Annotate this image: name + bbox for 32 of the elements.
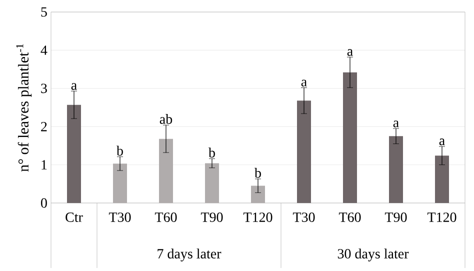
x-tick-label: T60 [338, 212, 361, 222]
annotation: a [393, 120, 399, 128]
x-tick-label: T60 [154, 212, 177, 222]
y-tick-label: 2 [41, 122, 47, 132]
x-tick-label: T30 [292, 212, 315, 222]
bar [434, 156, 449, 203]
annotation: a [71, 83, 77, 90]
y-tick-label: 0 [41, 198, 47, 208]
y-tick-label: 5 [41, 7, 47, 17]
text: 30 days later [338, 248, 409, 262]
annotation: ab [160, 114, 172, 124]
bar [388, 136, 403, 203]
y-tick-label: 1 [42, 160, 47, 170]
x-tick-label: Ctr [66, 212, 83, 222]
bar [342, 72, 357, 203]
x-tick-label: T90 [384, 212, 407, 222]
annotation: a [301, 80, 307, 86]
bar [296, 100, 311, 203]
x-tick-label: T120 [243, 212, 272, 222]
annotation: b [116, 146, 123, 156]
bar [67, 104, 81, 203]
y-axis-title: n° of leaves plantlet$^{-1}$ [16, 44, 32, 172]
x-tick-label: T30 [108, 212, 131, 222]
annotation: b [254, 168, 261, 178]
annotation: a [347, 49, 353, 56]
annotation: a [439, 138, 445, 146]
text: 7 days later [158, 248, 222, 262]
x-tick-label: T90 [200, 212, 223, 222]
annotation: b [208, 148, 215, 158]
y-tick-label: 3 [41, 84, 47, 94]
y-tick-label: 4 [40, 46, 48, 55]
x-tick-label: T120 [427, 212, 456, 222]
